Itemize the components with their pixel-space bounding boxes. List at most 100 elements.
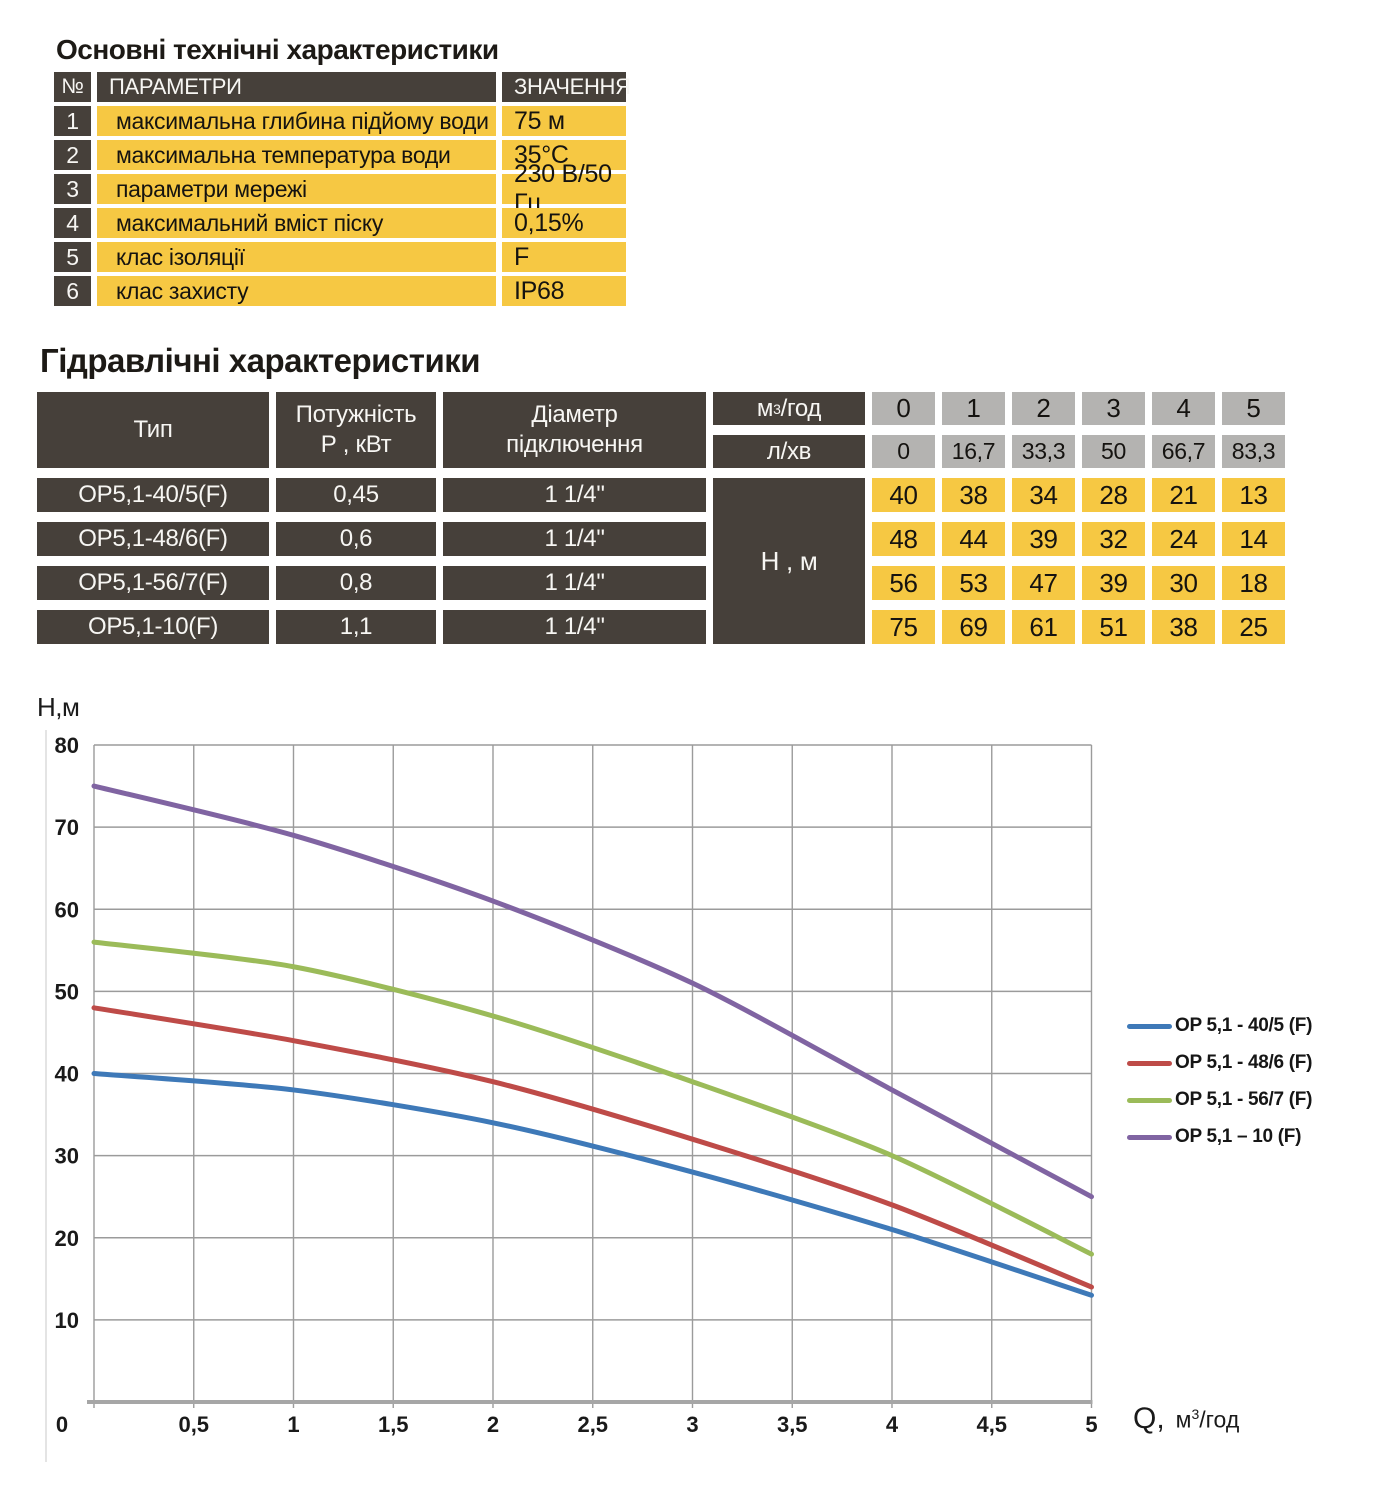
flow-lmin-value: 83,3 bbox=[1222, 435, 1285, 468]
head-value: 38 bbox=[1152, 610, 1215, 644]
y-tick-label: 40 bbox=[55, 1062, 79, 1087]
legend-label: OP 5,1 - 56/7 (F) bbox=[1175, 1089, 1313, 1110]
legend-item: OP 5,1 - 56/7 (F) bbox=[1127, 1088, 1312, 1112]
chart-legend: OP 5,1 - 40/5 (F) OP 5,1 - 48/6 (F) OP 5,1… bbox=[1127, 1014, 1312, 1149]
legend-item: OP 5,1 – 10 (F) bbox=[1127, 1125, 1312, 1149]
y-tick-label: 70 bbox=[55, 815, 79, 840]
x-tick-label: 5 bbox=[1085, 1412, 1097, 1437]
parameter-value: F bbox=[502, 242, 626, 272]
legend-label: OP 5,1 – 10 (F) bbox=[1175, 1126, 1302, 1147]
pump-curves-chart: 80 70 60 50 40 30 20 10 0 0,5 1 1,5 2 2,5 3 3,5 4 4,5 5 bbox=[45, 730, 1098, 1462]
main-specs-table: № ПАРАМЕТРИ ЗНАЧЕННЯ 1 максимальна глиби… bbox=[54, 72, 631, 306]
head-meters-label: Н , м bbox=[713, 478, 865, 644]
col-header-parameters: ПАРАМЕТРИ bbox=[97, 72, 496, 102]
flow-m3h-value: 1 bbox=[942, 392, 1005, 425]
x-tick-label: 0,5 bbox=[178, 1412, 209, 1437]
pump-type: ОР5,1-56/7(F) bbox=[37, 566, 269, 600]
m3h-base: м bbox=[756, 394, 774, 422]
x-tick-label: 3 bbox=[686, 1412, 698, 1437]
parameter-name: клас ізоляції bbox=[97, 242, 496, 272]
y-tick-label: 10 bbox=[55, 1308, 79, 1333]
flow-m3h-value: 5 bbox=[1222, 392, 1285, 425]
row-number: 3 bbox=[54, 174, 91, 204]
head-value: 24 bbox=[1152, 522, 1215, 556]
head-value: 61 bbox=[1012, 610, 1075, 644]
pump-power: 0,45 bbox=[276, 478, 436, 512]
legend-line-swatch bbox=[1127, 1023, 1172, 1029]
pump-power: 1,1 bbox=[276, 610, 436, 644]
flow-lmin-value: 0 bbox=[872, 435, 935, 468]
head-value: 48 bbox=[872, 522, 935, 556]
m3h-rest: /год bbox=[780, 394, 822, 422]
row-number: 5 bbox=[54, 242, 91, 272]
row-number: 6 bbox=[54, 276, 91, 306]
col-header-power: Потужність Р , кВт bbox=[276, 392, 436, 468]
head-value: 25 bbox=[1222, 610, 1285, 644]
head-value: 21 bbox=[1152, 478, 1215, 512]
chart-x-axis-label: Q, м3/год bbox=[1133, 1402, 1239, 1436]
pump-curve-3 bbox=[91, 783, 1094, 1200]
legend-item: OP 5,1 - 48/6 (F) bbox=[1127, 1051, 1312, 1075]
x-tick-label: 2,5 bbox=[577, 1412, 608, 1437]
x-tick-label: 4 bbox=[886, 1412, 899, 1437]
parameter-name: параметри мережі bbox=[97, 174, 496, 204]
row-number: 2 bbox=[54, 140, 91, 170]
parameter-value: 230 В/50 Гц bbox=[502, 160, 626, 217]
flow-lmin-value: 50 bbox=[1082, 435, 1145, 468]
parameter-value: 35°С bbox=[502, 140, 626, 170]
power-line1: Потужність bbox=[295, 401, 417, 428]
x-tick-label: 2 bbox=[487, 1412, 499, 1437]
x-tick-label: 1 bbox=[287, 1412, 299, 1437]
head-value: 40 bbox=[872, 478, 935, 512]
head-value: 14 bbox=[1222, 522, 1285, 556]
pump-curve-1 bbox=[91, 1005, 1094, 1290]
head-value: 53 bbox=[942, 566, 1005, 600]
flow-lmin-value: 66,7 bbox=[1152, 435, 1215, 468]
head-value: 18 bbox=[1222, 566, 1285, 600]
head-value: 28 bbox=[1082, 478, 1145, 512]
head-value: 44 bbox=[942, 522, 1005, 556]
head-value: 69 bbox=[942, 610, 1005, 644]
diameter-line1: Діаметр bbox=[531, 401, 618, 428]
head-value: 32 bbox=[1082, 522, 1145, 556]
row-number: 1 bbox=[54, 106, 91, 136]
parameter-value: 75 м bbox=[502, 106, 626, 136]
flow-lmin-header: л/хв bbox=[713, 435, 865, 468]
head-value: 39 bbox=[1082, 566, 1145, 600]
head-value: 39 bbox=[1012, 522, 1075, 556]
pump-diameter: 1 1/4" bbox=[443, 566, 706, 600]
head-value: 75 bbox=[872, 610, 935, 644]
flow-m3h-value: 2 bbox=[1012, 392, 1075, 425]
col-header-type: Тип bbox=[37, 392, 269, 468]
pump-diameter: 1 1/4" bbox=[443, 610, 706, 644]
pump-power: 0,8 bbox=[276, 566, 436, 600]
x-tick-label: 0 bbox=[56, 1412, 68, 1437]
flow-m3h-header: м 3/год bbox=[713, 392, 865, 425]
x-label-q: Q, bbox=[1133, 1402, 1165, 1435]
parameter-value: IP68 bbox=[502, 276, 626, 306]
y-tick-label: 60 bbox=[55, 897, 79, 922]
flow-m3h-value: 3 bbox=[1082, 392, 1145, 425]
legend-item: OP 5,1 - 40/5 (F) bbox=[1127, 1014, 1312, 1038]
pump-curve-0 bbox=[91, 1071, 1094, 1298]
y-tick-label: 20 bbox=[55, 1226, 79, 1251]
pump-type: ОР5,1-48/6(F) bbox=[37, 522, 269, 556]
y-tick-label: 30 bbox=[55, 1144, 79, 1169]
head-value: 13 bbox=[1222, 478, 1285, 512]
parameter-name: максимальна температура води bbox=[97, 140, 496, 170]
row-number: 4 bbox=[54, 208, 91, 238]
power-line2: Р , кВт bbox=[320, 431, 392, 458]
head-value: 56 bbox=[872, 566, 935, 600]
head-value: 30 bbox=[1152, 566, 1215, 600]
chart-y-axis-label: Н,м bbox=[37, 692, 80, 722]
legend-line-swatch bbox=[1127, 1134, 1172, 1140]
legend-line-swatch bbox=[1127, 1097, 1172, 1103]
x-label-unit: м3/год bbox=[1175, 1406, 1240, 1433]
x-tick-label: 3,5 bbox=[777, 1412, 808, 1437]
head-value: 34 bbox=[1012, 478, 1075, 512]
flow-lmin-value: 16,7 bbox=[942, 435, 1005, 468]
parameter-name: максимальний вміст піску bbox=[97, 208, 496, 238]
legend-label: OP 5,1 - 48/6 (F) bbox=[1175, 1052, 1313, 1073]
flow-lmin-value: 33,3 bbox=[1012, 435, 1075, 468]
